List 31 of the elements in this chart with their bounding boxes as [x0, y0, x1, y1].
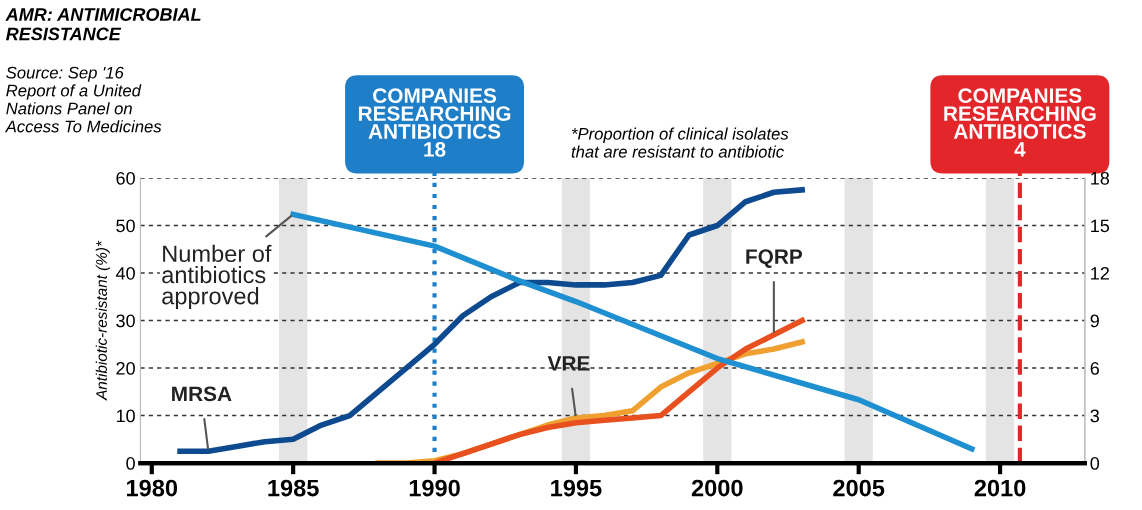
x-tick-label: 1980	[127, 479, 178, 497]
text: VRE	[547, 356, 590, 371]
y2-tick-label: 0	[1090, 457, 1100, 470]
y-tick-label: 0	[126, 457, 135, 470]
text: MRSA	[172, 386, 232, 402]
y-tick-label: 50	[116, 219, 135, 233]
x-tick-label: 2000	[691, 479, 743, 497]
source-note: Source: Sep '16 Report of a United Nations Panel on Access To Medicines	[4, 66, 162, 133]
y-tick-label: 20	[116, 361, 135, 375]
y2-tick-label: 3	[1090, 409, 1100, 423]
x-tick-label: 1995	[551, 479, 602, 497]
y-tick-label: 60	[116, 171, 135, 185]
y-tick-label: 40	[115, 266, 135, 280]
y-tick-label: 10	[116, 409, 135, 423]
y2-tick-label: 12	[1091, 266, 1109, 280]
x-tick-label: 2005	[833, 479, 885, 497]
y2-tick-label: 6	[1090, 361, 1100, 375]
chart-title: AMR: ANTIMICROBIAL RESISTANCE	[5, 8, 201, 41]
x-tick-label: 1990	[409, 479, 460, 497]
x-tick-label: 2010	[974, 479, 1026, 497]
y2-tick-label: 15	[1091, 219, 1110, 233]
text: FQRP	[746, 249, 803, 268]
y-axis-title: Antibiotic-resistant (%)*	[95, 240, 110, 401]
y2-tick-label: 9	[1090, 314, 1099, 328]
ref-line-label: COMPANIES RESEARCHING ANTIBIOTICS 18	[358, 88, 511, 157]
y2-tick-label: 18	[1091, 171, 1110, 185]
text: *Proportion of clinical isolates that are resistant to antibiotic	[571, 127, 789, 158]
y-tick-label: 30	[116, 314, 135, 328]
ref-line-label: COMPANIES RESEARCHING ANTIBIOTICS 4	[944, 88, 1096, 157]
series-label: Number of antibiotics approved	[162, 244, 272, 310]
x-tick-label: 1985	[268, 479, 319, 497]
